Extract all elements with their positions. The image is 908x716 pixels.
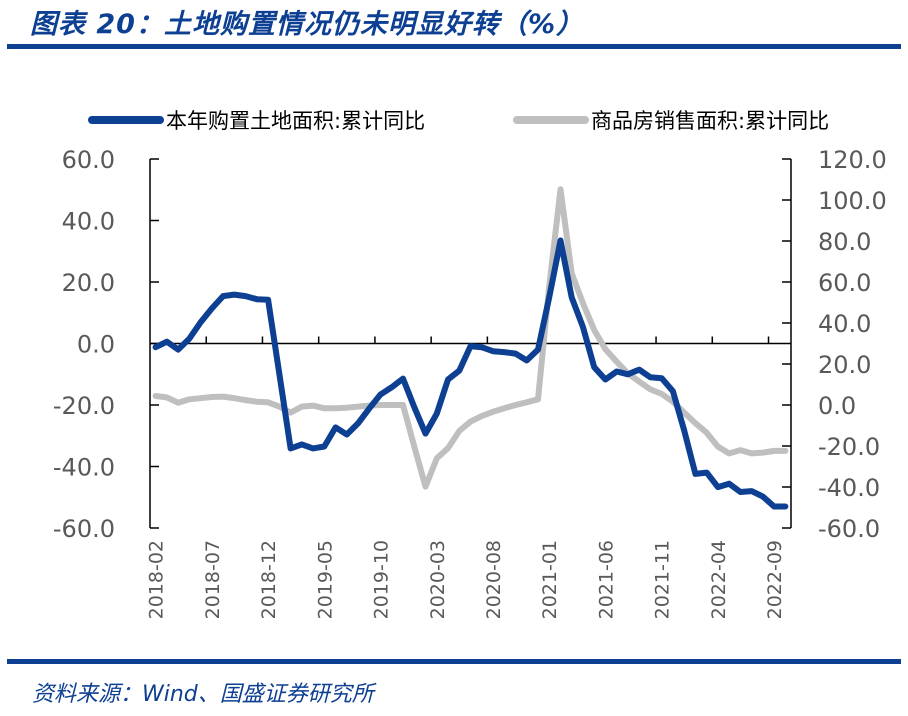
x-tick-label: 2022-04	[708, 540, 730, 619]
right-tick-label: -60.0	[818, 515, 880, 543]
x-tick-label: 2022-09	[764, 540, 786, 619]
x-tick-label: 2019-05	[314, 540, 336, 619]
x-tick-label: 2021-11	[652, 540, 674, 619]
right-tick-label: 40.0	[818, 310, 871, 338]
source-note: 资料来源：Wind、国盛证券研究所	[32, 682, 374, 707]
x-tick-label: 2020-08	[483, 540, 505, 619]
right-tick-label: 0.0	[818, 392, 856, 420]
series-line-0	[152, 237, 789, 510]
x-tick-label: 2021-06	[595, 540, 617, 619]
left-tick-label: 60.0	[62, 146, 115, 174]
left-tick-label: 0.0	[77, 331, 115, 359]
series-line-1	[152, 186, 789, 490]
left-tick-label: -60.0	[53, 515, 115, 543]
left-tick-label: -20.0	[53, 392, 115, 420]
right-tick-label: 80.0	[818, 228, 871, 256]
right-tick-label: 20.0	[818, 351, 871, 379]
right-tick-label: 100.0	[818, 187, 887, 215]
right-tick-label: -20.0	[818, 433, 880, 461]
right-tick-label: 120.0	[818, 146, 887, 174]
right-tick-label: 60.0	[818, 269, 871, 297]
left-tick-label: 20.0	[62, 269, 115, 297]
x-tick-label: 2018-12	[258, 540, 280, 619]
legend-label-0: 本年购置土地面积:累计同比	[166, 109, 425, 133]
x-tick-label: 2018-02	[146, 540, 168, 619]
x-tick-label: 2018-07	[202, 540, 224, 619]
left-tick-label: -40.0	[53, 454, 115, 482]
x-tick-label: 2019-10	[371, 540, 393, 619]
right-tick-label: -40.0	[818, 474, 880, 502]
x-tick-label: 2021-01	[539, 540, 561, 619]
x-tick-label: 2020-03	[427, 540, 449, 619]
chart-title: 图表 20：土地购置情况仍未明显好转（%）	[30, 9, 585, 40]
footer-rule	[7, 659, 901, 664]
legend-label-1: 商品房销售面积:累计同比	[591, 109, 829, 133]
left-tick-label: 40.0	[62, 208, 115, 236]
title-rule	[7, 44, 901, 49]
